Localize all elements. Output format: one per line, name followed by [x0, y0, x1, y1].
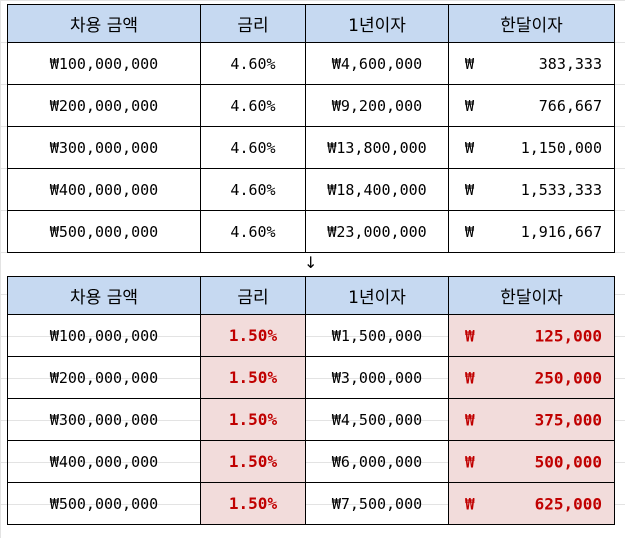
loan-interest-table-before: 차용 금액 금리 1년이자 한달이자 ₩100,000,000 4.60% ₩4,6… — [7, 4, 615, 253]
cell-yearly-interest[interactable]: ₩23,000,000 — [305, 210, 449, 253]
cell-rate[interactable]: 4.60% — [200, 168, 306, 211]
table-row: ₩400,000,000 1.50% ₩6,000,000 ₩500,000 — [7, 440, 615, 483]
currency-symbol: ₩ — [465, 326, 475, 345]
cell-principal[interactable]: ₩400,000,000 — [7, 440, 201, 483]
header-yearly-interest[interactable]: 1년이자 — [305, 4, 449, 43]
cell-yearly-interest[interactable]: ₩4,600,000 — [305, 42, 449, 85]
cell-principal[interactable]: ₩100,000,000 — [7, 42, 201, 85]
table-row: ₩200,000,000 1.50% ₩3,000,000 ₩250,000 — [7, 356, 615, 399]
table-row: ₩100,000,000 1.50% ₩1,500,000 ₩125,000 — [7, 314, 615, 357]
cell-principal[interactable]: ₩200,000,000 — [7, 84, 201, 127]
table-row: ₩200,000,000 4.60% ₩9,200,000 ₩766,667 — [7, 84, 615, 127]
cell-rate[interactable]: 1.50% — [200, 482, 306, 525]
table-row: ₩500,000,000 1.50% ₩7,500,000 ₩625,000 — [7, 482, 615, 525]
currency-symbol: ₩ — [465, 54, 475, 73]
cell-rate[interactable]: 4.60% — [200, 126, 306, 169]
cell-monthly-interest[interactable]: ₩625,000 — [448, 482, 615, 525]
header-rate[interactable]: 금리 — [200, 4, 306, 43]
cell-yearly-interest[interactable]: ₩7,500,000 — [305, 482, 449, 525]
cell-monthly-interest[interactable]: ₩250,000 — [448, 356, 615, 399]
cell-monthly-interest[interactable]: ₩766,667 — [448, 84, 615, 127]
cell-rate[interactable]: 1.50% — [200, 398, 306, 441]
currency-symbol: ₩ — [465, 368, 475, 387]
table-row: ₩300,000,000 1.50% ₩4,500,000 ₩375,000 — [7, 398, 615, 441]
cell-rate[interactable]: 1.50% — [200, 356, 306, 399]
monthly-value: 766,667 — [538, 96, 602, 115]
down-arrow-icon: ↓ — [304, 253, 318, 272]
cell-monthly-interest[interactable]: ₩125,000 — [448, 314, 615, 357]
cell-monthly-interest[interactable]: ₩1,916,667 — [448, 210, 615, 253]
header-row: 차용 금액 금리 1년이자 한달이자 — [7, 4, 615, 43]
currency-symbol: ₩ — [465, 452, 475, 471]
cell-yearly-interest[interactable]: ₩4,500,000 — [305, 398, 449, 441]
currency-symbol: ₩ — [465, 96, 475, 115]
currency-symbol: ₩ — [465, 180, 475, 199]
cell-rate[interactable]: 4.60% — [200, 210, 306, 253]
header-principal[interactable]: 차용 금액 — [7, 4, 201, 43]
monthly-value: 383,333 — [538, 54, 602, 73]
cell-yearly-interest[interactable]: ₩9,200,000 — [305, 84, 449, 127]
cell-monthly-interest[interactable]: ₩1,150,000 — [448, 126, 615, 169]
cell-rate[interactable]: 1.50% — [200, 440, 306, 483]
currency-symbol: ₩ — [465, 222, 475, 241]
cell-monthly-interest[interactable]: ₩500,000 — [448, 440, 615, 483]
monthly-value: 375,000 — [534, 410, 602, 429]
cell-yearly-interest[interactable]: ₩13,800,000 — [305, 126, 449, 169]
currency-symbol: ₩ — [465, 138, 475, 157]
cell-rate[interactable]: 4.60% — [200, 42, 306, 85]
table-row: ₩500,000,000 4.60% ₩23,000,000 ₩1,916,667 — [7, 210, 615, 253]
monthly-value: 250,000 — [534, 368, 602, 387]
monthly-value: 125,000 — [534, 326, 602, 345]
header-row: 차용 금액 금리 1년이자 한달이자 — [7, 276, 615, 315]
cell-principal[interactable]: ₩500,000,000 — [7, 210, 201, 253]
cell-rate[interactable]: 1.50% — [200, 314, 306, 357]
header-principal[interactable]: 차용 금액 — [7, 276, 201, 315]
table-row: ₩400,000,000 4.60% ₩18,400,000 ₩1,533,333 — [7, 168, 615, 211]
header-rate[interactable]: 금리 — [200, 276, 306, 315]
cell-yearly-interest[interactable]: ₩1,500,000 — [305, 314, 449, 357]
monthly-value: 625,000 — [534, 494, 602, 513]
currency-symbol: ₩ — [465, 494, 475, 513]
cell-principal[interactable]: ₩200,000,000 — [7, 356, 201, 399]
header-monthly-interest[interactable]: 한달이자 — [448, 276, 615, 315]
monthly-value: 1,916,667 — [520, 222, 602, 241]
cell-monthly-interest[interactable]: ₩375,000 — [448, 398, 615, 441]
cell-principal[interactable]: ₩300,000,000 — [7, 126, 201, 169]
monthly-value: 1,150,000 — [520, 138, 602, 157]
header-monthly-interest[interactable]: 한달이자 — [448, 4, 615, 43]
table-row: ₩300,000,000 4.60% ₩13,800,000 ₩1,150,000 — [7, 126, 615, 169]
cell-monthly-interest[interactable]: ₩383,333 — [448, 42, 615, 85]
cell-principal[interactable]: ₩500,000,000 — [7, 482, 201, 525]
cell-principal[interactable]: ₩100,000,000 — [7, 314, 201, 357]
loan-interest-table-after: 차용 금액 금리 1년이자 한달이자 ₩100,000,000 1.50% ₩1,5… — [7, 276, 615, 525]
monthly-value: 500,000 — [534, 452, 602, 471]
header-yearly-interest[interactable]: 1년이자 — [305, 276, 449, 315]
cell-principal[interactable]: ₩400,000,000 — [7, 168, 201, 211]
table-row: ₩100,000,000 4.60% ₩4,600,000 ₩383,333 — [7, 42, 615, 85]
cell-yearly-interest[interactable]: ₩3,000,000 — [305, 356, 449, 399]
cell-principal[interactable]: ₩300,000,000 — [7, 398, 201, 441]
monthly-value: 1,533,333 — [520, 180, 602, 199]
cell-yearly-interest[interactable]: ₩6,000,000 — [305, 440, 449, 483]
cell-monthly-interest[interactable]: ₩1,533,333 — [448, 168, 615, 211]
currency-symbol: ₩ — [465, 410, 475, 429]
cell-yearly-interest[interactable]: ₩18,400,000 — [305, 168, 449, 211]
cell-rate[interactable]: 4.60% — [200, 84, 306, 127]
